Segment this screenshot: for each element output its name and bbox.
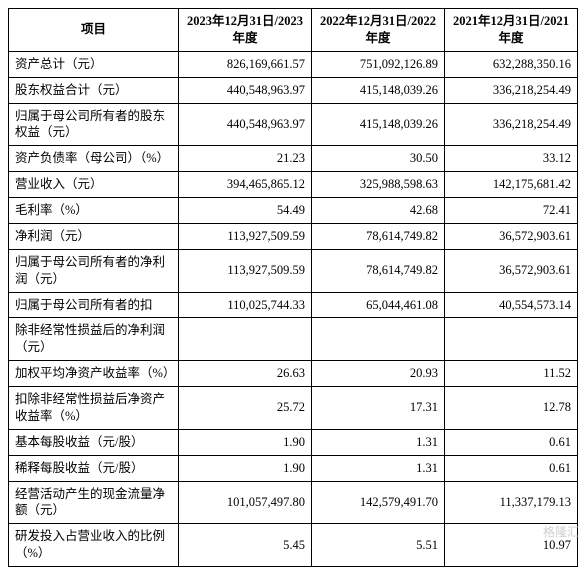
table-header-row: 项目 2023年12月31日/2023年度 2022年12月31日/2022年度… xyxy=(9,9,578,52)
row-value xyxy=(445,318,578,361)
row-value: 78,614,749.82 xyxy=(312,249,445,292)
row-label: 稀释每股收益（元/股） xyxy=(9,455,179,481)
table-row: 归属于母公司所有者的股东权益（元）440,548,963.97415,148,0… xyxy=(9,103,578,146)
row-label: 扣除非经常性损益后净资产收益率（%） xyxy=(9,387,179,430)
row-value: 336,218,254.49 xyxy=(445,77,578,103)
row-value: 36,572,903.61 xyxy=(445,249,578,292)
table-row: 研发投入占营业收入的比例（%）5.455.5110.97 xyxy=(9,524,578,567)
table-row: 股东权益合计（元）440,548,963.97415,148,039.26336… xyxy=(9,77,578,103)
row-value: 826,169,661.57 xyxy=(179,51,312,77)
row-value: 440,548,963.97 xyxy=(179,77,312,103)
row-value: 30.50 xyxy=(312,146,445,172)
row-value: 12.78 xyxy=(445,387,578,430)
row-value: 632,288,350.16 xyxy=(445,51,578,77)
row-value xyxy=(179,318,312,361)
row-label: 经营活动产生的现金流量净额（元） xyxy=(9,481,179,524)
table-row: 稀释每股收益（元/股）1.901.310.61 xyxy=(9,455,578,481)
header-col-2022: 2022年12月31日/2022年度 xyxy=(312,9,445,52)
table-row: 扣除非经常性损益后净资产收益率（%）25.7217.3112.78 xyxy=(9,387,578,430)
table-row: 经营活动产生的现金流量净额（元）101,057,497.80142,579,49… xyxy=(9,481,578,524)
row-value: 42.68 xyxy=(312,198,445,224)
row-label: 毛利率（%） xyxy=(9,198,179,224)
table-row: 毛利率（%）54.4942.6872.41 xyxy=(9,198,578,224)
table-row: 营业收入（元）394,465,865.12325,988,598.63142,1… xyxy=(9,172,578,198)
row-label: 资产负债率（母公司）（%） xyxy=(9,146,179,172)
financial-table: 项目 2023年12月31日/2023年度 2022年12月31日/2022年度… xyxy=(8,8,578,567)
row-value: 11.52 xyxy=(445,361,578,387)
row-value: 415,148,039.26 xyxy=(312,103,445,146)
table-row: 净利润（元）113,927,509.5978,614,749.8236,572,… xyxy=(9,223,578,249)
row-value xyxy=(312,318,445,361)
row-label: 归属于母公司所有者的扣 xyxy=(9,292,179,318)
row-label: 资产总计（元） xyxy=(9,51,179,77)
row-value: 65,044,461.08 xyxy=(312,292,445,318)
row-value: 36,572,903.61 xyxy=(445,223,578,249)
row-value: 11,337,179.13 xyxy=(445,481,578,524)
row-value: 101,057,497.80 xyxy=(179,481,312,524)
row-value: 1.31 xyxy=(312,455,445,481)
row-value: 78,614,749.82 xyxy=(312,223,445,249)
header-item: 项目 xyxy=(9,9,179,52)
table-row: 加权平均净资产收益率（%）26.6320.9311.52 xyxy=(9,361,578,387)
table-row: 资产总计（元）826,169,661.57751,092,126.89632,2… xyxy=(9,51,578,77)
row-label: 营业收入（元） xyxy=(9,172,179,198)
row-value: 325,988,598.63 xyxy=(312,172,445,198)
row-value: 5.45 xyxy=(179,524,312,567)
row-value: 17.31 xyxy=(312,387,445,430)
table-body: 资产总计（元）826,169,661.57751,092,126.89632,2… xyxy=(9,51,578,566)
header-col-2023: 2023年12月31日/2023年度 xyxy=(179,9,312,52)
row-value: 21.23 xyxy=(179,146,312,172)
row-value: 113,927,509.59 xyxy=(179,223,312,249)
table-row: 归属于母公司所有者的扣110,025,744.3365,044,461.0840… xyxy=(9,292,578,318)
header-col-2021: 2021年12月31日/2021年度 xyxy=(445,9,578,52)
row-value: 142,579,491.70 xyxy=(312,481,445,524)
row-value: 40,554,573.14 xyxy=(445,292,578,318)
table-row: 除非经常性损益后的净利润（元） xyxy=(9,318,578,361)
row-label: 加权平均净资产收益率（%） xyxy=(9,361,179,387)
row-value: 33.12 xyxy=(445,146,578,172)
row-value: 415,148,039.26 xyxy=(312,77,445,103)
row-label: 归属于母公司所有者的股东权益（元） xyxy=(9,103,179,146)
row-label: 净利润（元） xyxy=(9,223,179,249)
row-value: 54.49 xyxy=(179,198,312,224)
row-label: 研发投入占营业收入的比例（%） xyxy=(9,524,179,567)
row-value: 1.90 xyxy=(179,429,312,455)
row-label: 除非经常性损益后的净利润（元） xyxy=(9,318,179,361)
row-label: 股东权益合计（元） xyxy=(9,77,179,103)
table-row: 资产负债率（母公司）（%）21.2330.5033.12 xyxy=(9,146,578,172)
row-value: 1.31 xyxy=(312,429,445,455)
row-value: 10.97 xyxy=(445,524,578,567)
row-value: 113,927,509.59 xyxy=(179,249,312,292)
row-value: 1.90 xyxy=(179,455,312,481)
row-value: 20.93 xyxy=(312,361,445,387)
row-value: 25.72 xyxy=(179,387,312,430)
row-value: 72.41 xyxy=(445,198,578,224)
row-value: 0.61 xyxy=(445,429,578,455)
row-label: 基本每股收益（元/股） xyxy=(9,429,179,455)
row-value: 110,025,744.33 xyxy=(179,292,312,318)
row-value: 336,218,254.49 xyxy=(445,103,578,146)
row-value: 5.51 xyxy=(312,524,445,567)
table-row: 基本每股收益（元/股）1.901.310.61 xyxy=(9,429,578,455)
row-value: 0.61 xyxy=(445,455,578,481)
row-value: 751,092,126.89 xyxy=(312,51,445,77)
row-value: 142,175,681.42 xyxy=(445,172,578,198)
row-value: 394,465,865.12 xyxy=(179,172,312,198)
table-row: 归属于母公司所有者的净利润（元）113,927,509.5978,614,749… xyxy=(9,249,578,292)
row-value: 440,548,963.97 xyxy=(179,103,312,146)
row-label: 归属于母公司所有者的净利润（元） xyxy=(9,249,179,292)
row-value: 26.63 xyxy=(179,361,312,387)
